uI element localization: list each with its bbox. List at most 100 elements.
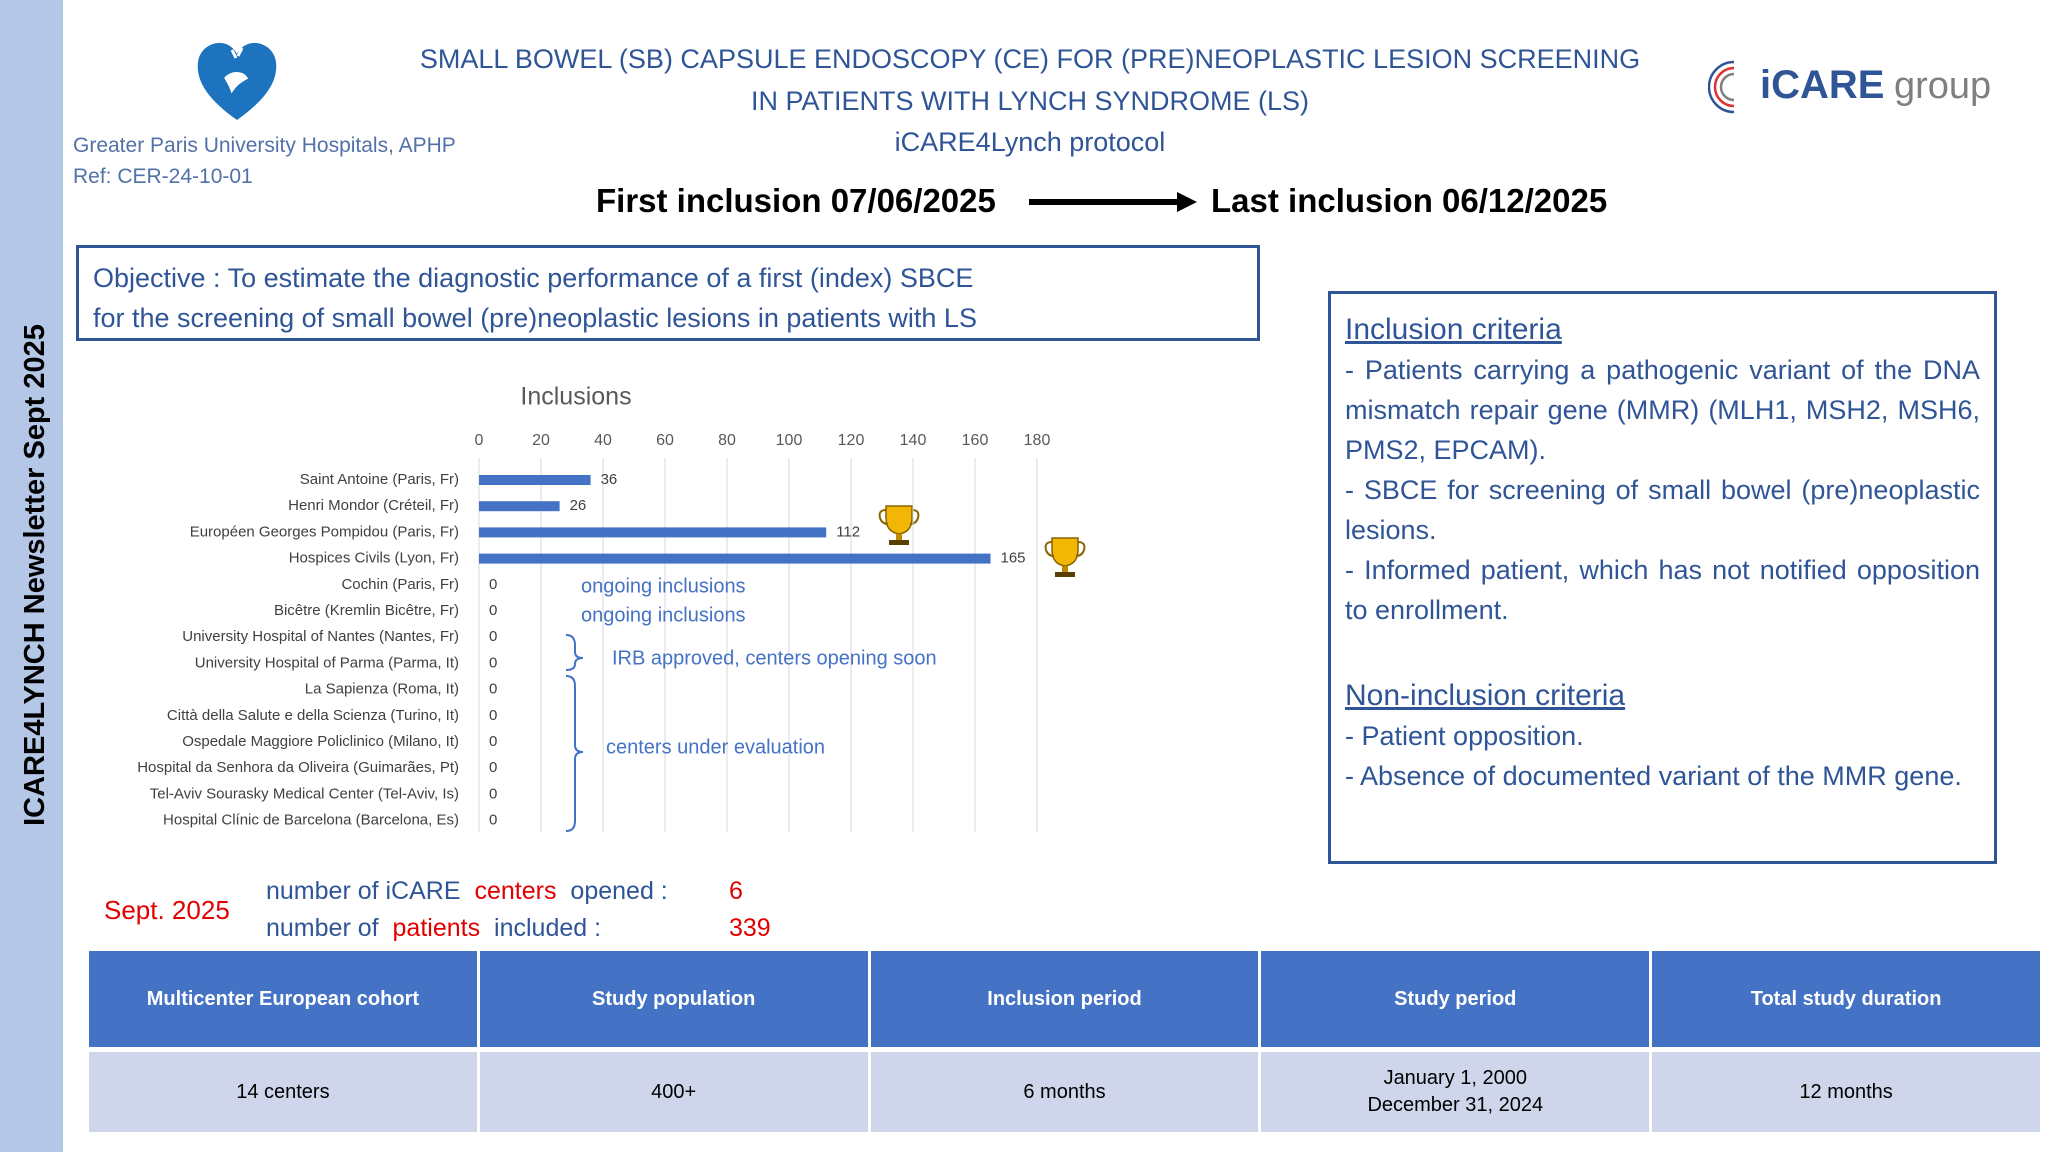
chart: Inclusions 0 20 40 60 80 100 120 140 160 180 Saint …	[137, 383, 1086, 832]
inclusion-item: - SBCE for screening of small bowel (pre…	[1345, 475, 1980, 545]
brace	[565, 675, 584, 832]
category-label: University Hospital of Parma (Parma, It)	[195, 654, 459, 671]
table-header: Study period	[1261, 951, 1650, 1047]
category-label: Henri Mondor (Créteil, Fr)	[288, 497, 459, 514]
category-label: Bicêtre (Kremlin Bicêtre, Fr)	[274, 602, 459, 619]
value-label: 165	[1001, 550, 1026, 567]
status-text: number of iCARE	[266, 877, 461, 905]
table-cell: 12 months	[1652, 1052, 2040, 1132]
value-label: 0	[489, 681, 497, 698]
bar	[479, 501, 560, 512]
reference: Ref: CER-24-10-01	[73, 165, 253, 188]
status-text: included :	[494, 914, 602, 942]
table-cell: 400+	[479, 1052, 868, 1132]
cell-text: December 31, 2024	[1367, 1094, 1544, 1116]
status-highlight: patients	[392, 914, 481, 942]
cell-text: 400+	[651, 1080, 697, 1103]
cell-text: 14 centers	[236, 1080, 330, 1103]
logo-group: group	[1894, 65, 1991, 107]
x-tick-label: 120	[838, 432, 865, 449]
title-line: iCARE4Lynch protocol	[894, 127, 1166, 157]
trophy	[1044, 537, 1086, 577]
bar	[479, 527, 827, 538]
category-label: Cochin (Paris, Fr)	[341, 576, 459, 593]
brace	[565, 634, 584, 671]
value-label: 36	[601, 471, 618, 488]
x-tick-label: 40	[594, 432, 612, 449]
status-text: number of	[266, 914, 379, 942]
category-label: Hospices Civils (Lyon, Fr)	[289, 550, 459, 567]
category-label: Européen Georges Pompidou (Paris, Fr)	[190, 523, 459, 540]
value-label: 0	[489, 759, 497, 776]
sidebar-svg: ICARE4LYNCH Newsletter Sept 2025	[19, 324, 51, 826]
sidebar: ICARE4LYNCH Newsletter Sept 2025	[0, 0, 63, 1152]
status-highlight: centers	[474, 877, 557, 905]
x-tick-label: 60	[656, 432, 674, 449]
annotation: centers under evaluation	[606, 736, 825, 758]
annotation: ongoing inclusions	[581, 604, 746, 626]
logo-icare: iCARE	[1760, 63, 1884, 107]
table-header: Total study duration	[1652, 951, 2040, 1047]
table-cell: January 1, 2000 December 31, 2024	[1261, 1052, 1650, 1132]
objective-line: for the screening of small bowel (pre)ne…	[93, 303, 977, 333]
cell-text: January 1, 2000	[1383, 1067, 1527, 1089]
institution: Greater Paris University Hospitals, APHP	[73, 134, 456, 157]
bar	[479, 553, 991, 564]
arrow	[1029, 192, 1197, 212]
status-value: 6	[729, 877, 743, 905]
table-header: Inclusion period	[870, 951, 1259, 1047]
value-label: 0	[489, 785, 497, 802]
objective-line: Objective : To estimate the diagnostic p…	[93, 263, 974, 293]
value-label: 0	[489, 654, 497, 671]
icare-logo: iCARE group	[1708, 60, 1991, 114]
cell-text: 6 months	[1023, 1080, 1106, 1103]
title-line: SMALL BOWEL (SB) CAPSULE ENDOSCOPY (CE) …	[419, 44, 1641, 74]
newsletter-label: ICARE4LYNCH Newsletter Sept 2025	[19, 324, 51, 826]
non-inclusion-title: Non-inclusion criteria	[1345, 679, 1626, 712]
first-inclusion: First inclusion 07/06/2025	[596, 182, 996, 219]
status-row: number of patients included :	[266, 914, 601, 943]
objective-box: Objective : To estimate the diagnostic p…	[76, 245, 1260, 341]
category-label: Hospital Clínic de Barcelona (Barcelona,…	[163, 812, 459, 829]
trophy	[878, 505, 920, 545]
bar	[479, 475, 591, 485]
status-text: opened :	[570, 877, 668, 905]
inclusion-title: Inclusion criteria	[1345, 313, 1562, 346]
inclusion-item: - Patients carrying a pathogenic variant…	[1345, 355, 1980, 465]
chart-title: Inclusions	[520, 383, 631, 411]
status-value: 339	[729, 914, 771, 942]
category-label: La Sapienza (Roma, It)	[305, 681, 459, 698]
last-inclusion: Last inclusion 06/12/2025	[1211, 182, 1608, 219]
x-tick-label: 20	[532, 432, 550, 449]
cell-text: 12 months	[1799, 1080, 1893, 1103]
status-date: Sept. 2025	[104, 895, 230, 925]
table-cell: 6 months	[870, 1052, 1259, 1132]
value-label: 0	[489, 733, 497, 750]
status-row: number of iCARE centers opened :	[266, 877, 668, 906]
value-label: 0	[489, 812, 497, 829]
x-tick-label: 140	[900, 432, 927, 449]
x-tick-label: 180	[1024, 432, 1051, 449]
title-line: IN PATIENTS WITH LYNCH SYNDROME (LS)	[750, 86, 1310, 116]
criteria-box: Inclusion criteria - Patients carrying a…	[1328, 291, 1997, 864]
value-label: 0	[489, 602, 497, 619]
x-tick-label: 0	[475, 432, 484, 449]
category-label: Città della Salute e della Scienza (Turi…	[167, 707, 459, 724]
category-label: Tel-Aviv Sourasky Medical Center (Tel-Av…	[150, 785, 459, 802]
table-header: Study population	[479, 951, 868, 1047]
category-label: Saint Antoine (Paris, Fr)	[300, 471, 459, 488]
category-label: Ospedale Maggiore Policlinico (Milano, I…	[182, 733, 459, 750]
x-tick-label: 80	[718, 432, 736, 449]
non-inclusion-item: - Patient opposition.	[1345, 721, 1584, 751]
x-tick-label: 160	[962, 432, 989, 449]
annotation: IRB approved, centers opening soon	[612, 647, 937, 669]
value-label: 26	[570, 497, 587, 514]
value-label: 0	[489, 576, 497, 593]
category-label: Hospital da Senhora da Oliveira (Guimarã…	[137, 759, 459, 776]
inclusion-item: - Informed patient, which has not notifi…	[1345, 555, 1980, 625]
value-label: 112	[836, 523, 860, 540]
table-header: Multicenter European cohort	[89, 951, 477, 1047]
summary-table: Multicenter European cohort Study populat…	[89, 951, 2040, 1132]
non-inclusion-item: - Absence of documented variant of the M…	[1345, 761, 1962, 791]
